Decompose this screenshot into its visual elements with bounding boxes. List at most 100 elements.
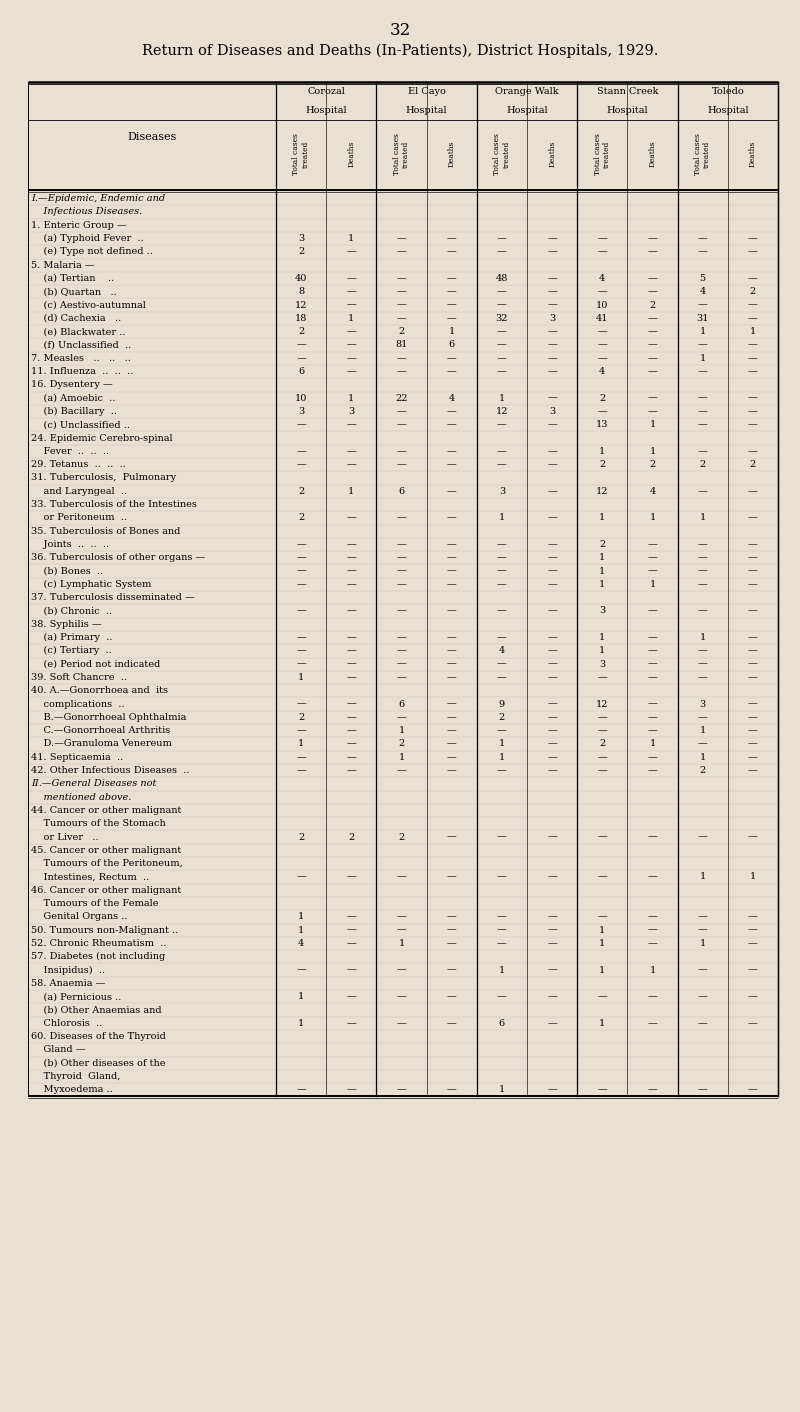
Text: —: — bbox=[547, 647, 557, 655]
Text: —: — bbox=[547, 713, 557, 722]
Text: 4: 4 bbox=[650, 487, 656, 496]
Text: —: — bbox=[698, 487, 707, 496]
Text: 40. A.—Gonorrhoea and  its: 40. A.—Gonorrhoea and its bbox=[31, 686, 168, 695]
Text: —: — bbox=[296, 566, 306, 576]
Text: —: — bbox=[346, 726, 356, 736]
Text: —: — bbox=[698, 421, 707, 429]
Text: —: — bbox=[748, 554, 758, 562]
Text: —: — bbox=[346, 1086, 356, 1094]
Text: —: — bbox=[748, 647, 758, 655]
Text: —: — bbox=[497, 354, 506, 363]
Text: 1: 1 bbox=[599, 1018, 606, 1028]
Text: D.—Granuloma Venereum: D.—Granuloma Venereum bbox=[31, 740, 172, 748]
Text: 1: 1 bbox=[599, 514, 606, 522]
Text: 1: 1 bbox=[498, 394, 505, 402]
Text: 1: 1 bbox=[699, 354, 706, 363]
Text: —: — bbox=[397, 767, 406, 775]
Text: —: — bbox=[447, 247, 457, 257]
Text: —: — bbox=[447, 301, 457, 309]
Text: Fever  ..  ..  ..: Fever .. .. .. bbox=[31, 446, 109, 456]
Text: Myxoedema ..: Myxoedema .. bbox=[31, 1086, 113, 1094]
Text: —: — bbox=[547, 367, 557, 376]
Text: —: — bbox=[547, 394, 557, 402]
Text: Deaths: Deaths bbox=[448, 141, 456, 167]
Text: —: — bbox=[748, 926, 758, 935]
Text: —: — bbox=[547, 633, 557, 642]
Text: 2: 2 bbox=[298, 247, 304, 257]
Text: Toledo: Toledo bbox=[711, 86, 744, 96]
Text: —: — bbox=[547, 487, 557, 496]
Text: —: — bbox=[447, 966, 457, 974]
Text: 1: 1 bbox=[599, 647, 606, 655]
Text: 6: 6 bbox=[298, 367, 304, 376]
Text: 2: 2 bbox=[599, 539, 606, 549]
Text: 6: 6 bbox=[449, 340, 454, 349]
Text: —: — bbox=[698, 674, 707, 682]
Text: 4: 4 bbox=[599, 367, 606, 376]
Text: or Liver   ..: or Liver .. bbox=[31, 833, 98, 842]
Text: —: — bbox=[547, 926, 557, 935]
Text: —: — bbox=[397, 446, 406, 456]
Text: —: — bbox=[447, 674, 457, 682]
Text: Total cases
treated: Total cases treated bbox=[293, 133, 310, 175]
Text: 3: 3 bbox=[298, 407, 304, 417]
Text: —: — bbox=[547, 247, 557, 257]
Text: —: — bbox=[346, 514, 356, 522]
Text: 1: 1 bbox=[348, 394, 354, 402]
Text: —: — bbox=[598, 767, 607, 775]
Text: —: — bbox=[648, 274, 658, 282]
Text: —: — bbox=[748, 659, 758, 669]
Text: 1: 1 bbox=[699, 328, 706, 336]
Text: 1: 1 bbox=[599, 939, 606, 947]
Text: —: — bbox=[648, 699, 658, 709]
Text: —: — bbox=[547, 993, 557, 1001]
Text: —: — bbox=[397, 554, 406, 562]
Text: —: — bbox=[598, 833, 607, 842]
Text: —: — bbox=[346, 633, 356, 642]
Text: —: — bbox=[346, 606, 356, 616]
Text: —: — bbox=[547, 234, 557, 243]
Text: —: — bbox=[346, 539, 356, 549]
Text: —: — bbox=[397, 367, 406, 376]
Text: 1: 1 bbox=[650, 514, 656, 522]
Text: —: — bbox=[397, 926, 406, 935]
Text: 1: 1 bbox=[298, 993, 304, 1001]
Text: 33. Tuberculosis of the Intestines: 33. Tuberculosis of the Intestines bbox=[31, 500, 197, 510]
Text: —: — bbox=[648, 328, 658, 336]
Text: (a) Tertian    ..: (a) Tertian .. bbox=[31, 274, 114, 282]
Text: (e) Type not defined ..: (e) Type not defined .. bbox=[31, 247, 153, 257]
Text: Insipidus)  ..: Insipidus) .. bbox=[31, 966, 105, 974]
Text: —: — bbox=[698, 1018, 707, 1028]
Text: (b) Bones  ..: (b) Bones .. bbox=[31, 566, 103, 576]
Text: —: — bbox=[648, 713, 658, 722]
Text: 2: 2 bbox=[298, 713, 304, 722]
Text: —: — bbox=[547, 659, 557, 669]
Text: (c) Unclassified ..: (c) Unclassified .. bbox=[31, 421, 130, 429]
Text: —: — bbox=[648, 554, 658, 562]
Text: —: — bbox=[648, 939, 658, 947]
Text: 36. Tuberculosis of other organs —: 36. Tuberculosis of other organs — bbox=[31, 554, 206, 562]
Text: —: — bbox=[346, 460, 356, 469]
Text: —: — bbox=[346, 767, 356, 775]
Text: —: — bbox=[547, 539, 557, 549]
Text: —: — bbox=[497, 460, 506, 469]
Text: —: — bbox=[497, 234, 506, 243]
Text: (a) Amoebic  ..: (a) Amoebic .. bbox=[31, 394, 115, 402]
Text: —: — bbox=[547, 912, 557, 922]
Text: —: — bbox=[397, 460, 406, 469]
Text: 1: 1 bbox=[348, 487, 354, 496]
Text: —: — bbox=[598, 726, 607, 736]
Text: —: — bbox=[397, 993, 406, 1001]
Text: —: — bbox=[598, 753, 607, 761]
Text: 1: 1 bbox=[650, 966, 656, 974]
Text: 3: 3 bbox=[599, 606, 606, 616]
Text: —: — bbox=[547, 446, 557, 456]
Text: 1: 1 bbox=[498, 740, 505, 748]
Text: C.—Gonorrhoeal Arthritis: C.—Gonorrhoeal Arthritis bbox=[31, 726, 170, 736]
Text: Tumours of the Peritoneum,: Tumours of the Peritoneum, bbox=[31, 858, 182, 868]
Text: —: — bbox=[648, 753, 658, 761]
Text: 1: 1 bbox=[498, 514, 505, 522]
Text: 31. Tuberculosis,  Pulmonary: 31. Tuberculosis, Pulmonary bbox=[31, 473, 176, 483]
Text: —: — bbox=[397, 514, 406, 522]
Text: —: — bbox=[547, 354, 557, 363]
